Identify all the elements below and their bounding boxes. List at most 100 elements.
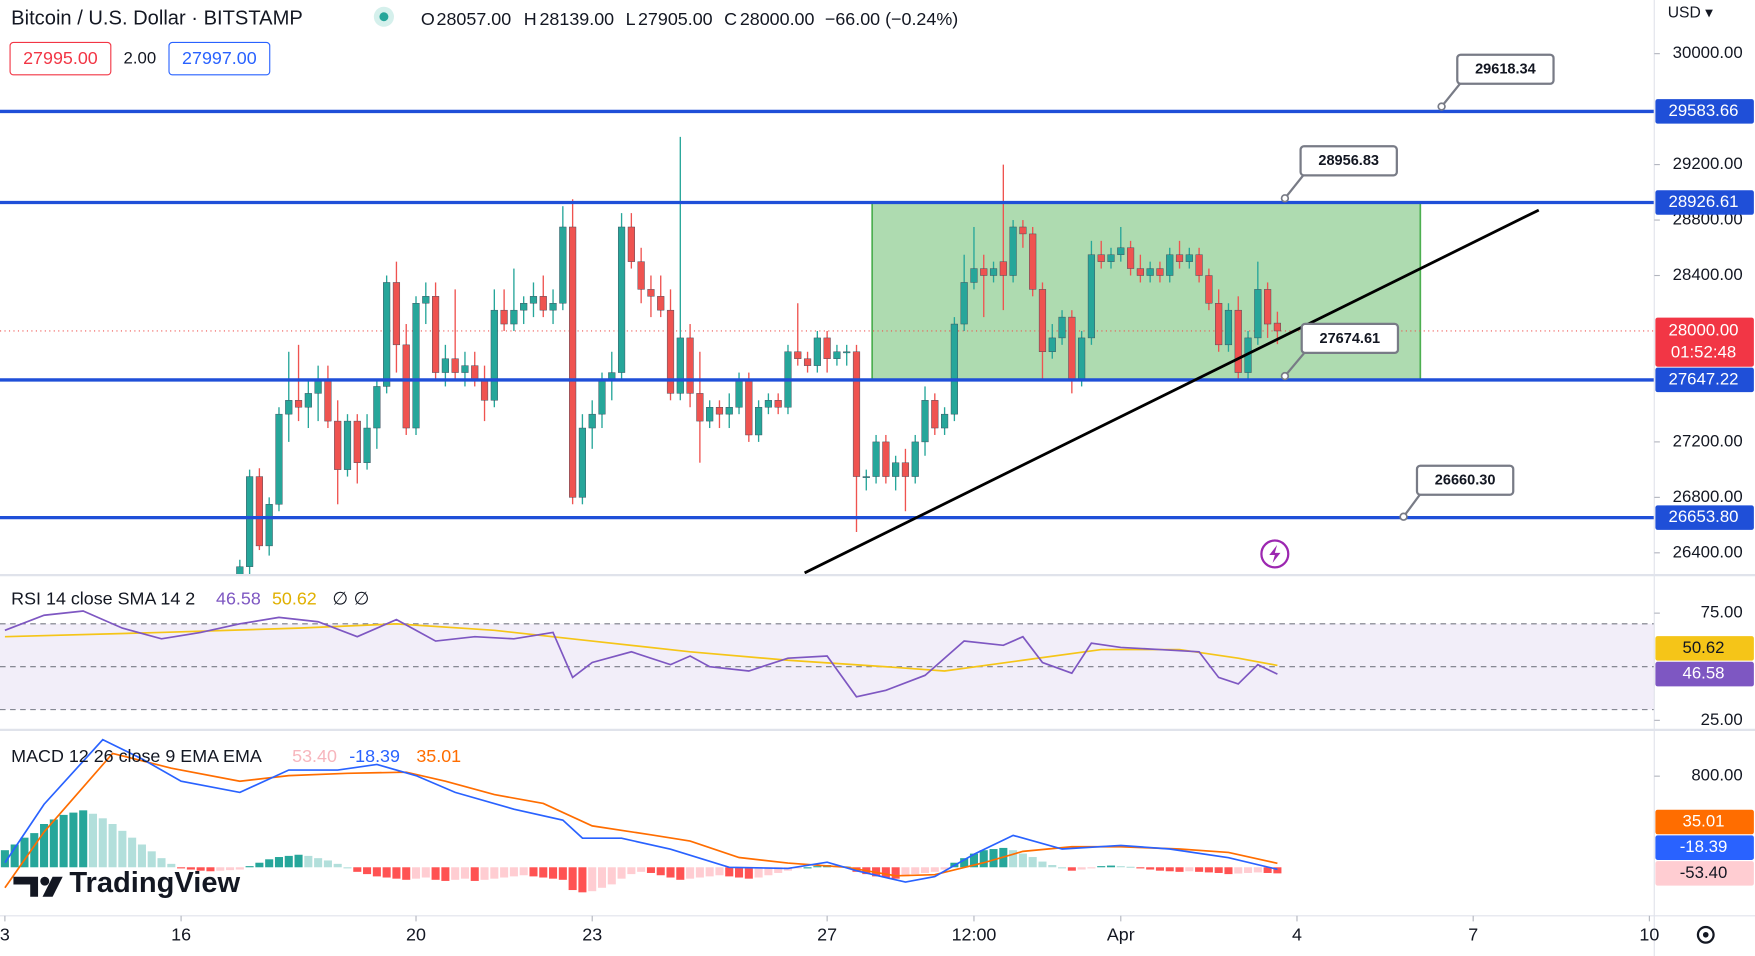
candle-body bbox=[774, 400, 782, 408]
histogram-bar bbox=[128, 837, 137, 868]
spread: 2.00 bbox=[124, 49, 157, 68]
candle-body bbox=[285, 400, 293, 415]
histogram-bar bbox=[265, 859, 274, 868]
candle-body bbox=[402, 344, 410, 429]
histogram-bar bbox=[1224, 867, 1233, 875]
ohlc-key: O bbox=[421, 9, 435, 29]
y-tick-label: 800.00 bbox=[1691, 766, 1742, 785]
candle-body bbox=[510, 309, 518, 325]
indicator-value: -18.39 bbox=[349, 746, 400, 766]
x-tick-label: 4 bbox=[1292, 925, 1302, 945]
bid[interactable]: 27995.00 bbox=[23, 48, 98, 68]
candle-body bbox=[901, 462, 910, 477]
candle-body bbox=[451, 358, 459, 373]
histogram-bar bbox=[294, 854, 303, 868]
histogram-bar bbox=[627, 867, 636, 875]
histogram-bar bbox=[764, 867, 773, 876]
histogram-bar bbox=[911, 867, 920, 875]
histogram-bar bbox=[98, 818, 107, 868]
histogram-bar bbox=[59, 814, 68, 868]
histogram-bar bbox=[323, 860, 332, 868]
rsi-pane bbox=[0, 610, 1655, 711]
histogram-bar bbox=[79, 810, 88, 868]
y-tick-label: 27200.00 bbox=[1673, 431, 1743, 450]
histogram-bar bbox=[695, 867, 704, 878]
histogram-bar bbox=[40, 823, 49, 868]
bid-box[interactable] bbox=[9, 41, 112, 76]
callout-pointer bbox=[1284, 349, 1308, 377]
histogram-bar bbox=[431, 867, 440, 880]
histogram-bar bbox=[274, 857, 284, 868]
alert-bolt bbox=[1269, 545, 1281, 563]
histogram-bar bbox=[803, 867, 812, 869]
candle-body bbox=[627, 226, 635, 262]
histogram-bar bbox=[382, 867, 391, 878]
settings-icon[interactable] bbox=[1696, 925, 1715, 944]
candle-body bbox=[852, 351, 861, 477]
indicator-value: 35.01 bbox=[416, 746, 461, 766]
candle-body bbox=[1009, 226, 1017, 276]
candle-body bbox=[480, 379, 489, 401]
ohlc-key: L bbox=[626, 9, 636, 29]
currency[interactable]: USD ▾ bbox=[1668, 5, 1713, 22]
histogram-bar bbox=[558, 867, 567, 880]
candle-body bbox=[882, 441, 890, 477]
histogram-bar bbox=[490, 867, 499, 879]
ohlc-key: C bbox=[724, 9, 737, 29]
x-tick-label: 3 bbox=[0, 925, 10, 945]
indicator-line bbox=[4, 610, 1278, 698]
callout-anchor bbox=[1280, 371, 1290, 381]
ask-box[interactable] bbox=[168, 41, 271, 76]
candle-body bbox=[686, 337, 694, 394]
x-tick-label: 27 bbox=[817, 925, 837, 945]
histogram-bar bbox=[891, 867, 900, 879]
ask[interactable]: 27997.00 bbox=[182, 48, 257, 68]
indicator-extra: ∅ bbox=[332, 588, 348, 608]
candle-body bbox=[1175, 254, 1184, 262]
indicator-line bbox=[4, 738, 1278, 883]
candle-body bbox=[559, 226, 567, 304]
histogram-bar bbox=[1214, 867, 1223, 873]
y-tick-label: 26800.00 bbox=[1673, 487, 1743, 506]
indicator-title: RSI 14 close SMA 14 2 bbox=[11, 588, 195, 608]
histogram-bar bbox=[588, 867, 597, 892]
price-tag-label: 26653.80 bbox=[1669, 507, 1739, 526]
callout-pointer bbox=[1284, 172, 1306, 199]
histogram-bar bbox=[1244, 867, 1253, 873]
candle-body bbox=[745, 379, 753, 436]
candle-body bbox=[755, 407, 763, 436]
candle-body bbox=[921, 400, 929, 443]
candle-body bbox=[294, 400, 303, 408]
histogram-bar bbox=[969, 853, 978, 868]
histogram-bar bbox=[216, 867, 225, 871]
histogram-bar bbox=[519, 867, 528, 876]
countdown: 01:52:48 bbox=[1671, 343, 1736, 362]
candle-body bbox=[353, 420, 361, 463]
candle-body bbox=[980, 268, 988, 276]
candle-body bbox=[255, 476, 263, 547]
price-pane bbox=[0, 109, 1655, 575]
histogram-bar bbox=[88, 813, 98, 868]
histogram-bar bbox=[1136, 867, 1145, 869]
histogram-bar bbox=[686, 867, 695, 879]
indicator-value: 53.40 bbox=[292, 746, 337, 766]
price-tag bbox=[1655, 835, 1754, 860]
histogram-bar bbox=[979, 850, 988, 868]
histogram-bar bbox=[637, 867, 646, 872]
indicator-title: MACD 12 26 close 9 EMA EMA bbox=[11, 746, 262, 766]
histogram-bar bbox=[1067, 867, 1076, 871]
overlay: Bitcoin / U.S. Dollar · BITSTAMP −66.00 … bbox=[9, 5, 1715, 944]
change: −66.00 (−0.24%) bbox=[825, 9, 958, 29]
ohlc-key: H bbox=[524, 9, 537, 29]
histogram-bar bbox=[480, 867, 489, 880]
histogram-bar bbox=[1185, 867, 1194, 872]
candle-body bbox=[549, 303, 557, 311]
last-price-tag bbox=[1655, 317, 1754, 367]
price-tag bbox=[1655, 190, 1754, 215]
candle-body bbox=[1126, 247, 1135, 269]
candle-body bbox=[383, 282, 391, 387]
candle-body bbox=[392, 282, 401, 346]
histogram-bar bbox=[960, 858, 969, 868]
candle-body bbox=[892, 462, 900, 477]
